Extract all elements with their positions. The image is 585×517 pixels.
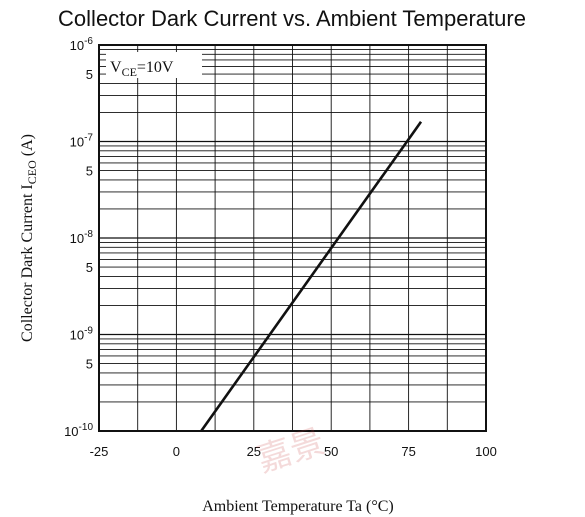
y-tick-labels: 10-10 5 10-9 5 10-8 5 10-7 5 10-6 — [64, 36, 93, 439]
y-tick-label: 10-7 — [70, 133, 94, 150]
x-axis-label: Ambient Temperature Ta (°C) — [202, 498, 394, 515]
y-tick-label: 5 — [86, 67, 93, 82]
x-tick-label: -25 — [90, 444, 109, 459]
y-tick-label: 5 — [86, 260, 93, 275]
y-tick-label: 5 — [86, 357, 93, 372]
grid — [98, 45, 487, 432]
annotation-background — [106, 52, 202, 78]
curve-layer — [200, 121, 423, 432]
y-tick-label: 10-10 — [64, 422, 93, 439]
chart-title: Collector Dark Current vs. Ambient Tempe… — [58, 6, 526, 31]
dark-current-curve — [200, 121, 423, 432]
x-tick-labels: -25 0 25 50 75 100 — [90, 444, 497, 459]
plot-frame — [98, 44, 487, 432]
y-tick-label: 10-9 — [70, 326, 94, 343]
y-tick-label: 10-8 — [70, 229, 94, 246]
x-tick-label: 25 — [247, 444, 261, 459]
y-tick-label: 10-6 — [70, 36, 94, 53]
x-tick-label: 75 — [401, 444, 415, 459]
vce-annotation: VCE=10V — [110, 59, 174, 79]
x-tick-label: 50 — [324, 444, 338, 459]
x-tick-label: 0 — [173, 444, 180, 459]
y-tick-label: 5 — [86, 164, 93, 179]
x-tick-label: 100 — [475, 444, 497, 459]
y-axis-label: Collector Dark Current ICEO (A) — [19, 134, 39, 342]
